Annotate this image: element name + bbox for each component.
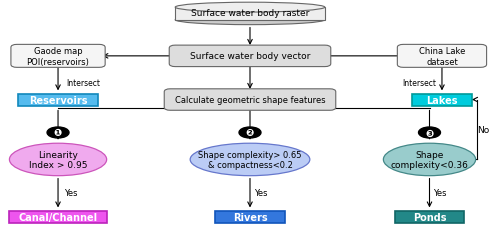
- Text: ❷: ❷: [246, 128, 254, 138]
- Circle shape: [239, 128, 261, 138]
- Text: Surface water body raster: Surface water body raster: [191, 9, 309, 18]
- FancyBboxPatch shape: [412, 94, 472, 106]
- FancyBboxPatch shape: [215, 211, 285, 223]
- FancyBboxPatch shape: [11, 45, 105, 68]
- Text: Rivers: Rivers: [232, 212, 268, 222]
- Ellipse shape: [190, 144, 310, 176]
- FancyBboxPatch shape: [164, 90, 336, 111]
- Text: No: No: [477, 126, 490, 134]
- Text: Yes: Yes: [64, 188, 77, 197]
- Ellipse shape: [175, 3, 325, 13]
- Text: Calculate geometric shape features: Calculate geometric shape features: [174, 96, 326, 104]
- Text: Shape
complexity<0.36: Shape complexity<0.36: [390, 150, 468, 170]
- Ellipse shape: [175, 16, 325, 26]
- Text: Intersect: Intersect: [66, 78, 100, 88]
- Text: ❶: ❶: [54, 128, 62, 138]
- Circle shape: [47, 128, 69, 138]
- Text: Reservoirs: Reservoirs: [29, 95, 88, 105]
- Text: Surface water body vector: Surface water body vector: [190, 52, 310, 61]
- FancyBboxPatch shape: [169, 46, 331, 67]
- FancyBboxPatch shape: [10, 211, 106, 223]
- FancyBboxPatch shape: [398, 45, 486, 68]
- Ellipse shape: [384, 144, 476, 176]
- Text: Intersect: Intersect: [402, 78, 436, 88]
- Text: Linearity
Index > 0.95: Linearity Index > 0.95: [29, 150, 88, 170]
- Text: Canal/Channel: Canal/Channel: [18, 212, 98, 222]
- Text: Lakes: Lakes: [426, 95, 458, 105]
- Text: Gaode map
POI(reservoirs): Gaode map POI(reservoirs): [26, 47, 90, 66]
- Text: Shape complexity> 0.65
& compactness<0.2: Shape complexity> 0.65 & compactness<0.2: [198, 150, 302, 170]
- Text: China Lake
dataset: China Lake dataset: [419, 47, 465, 66]
- Ellipse shape: [10, 144, 106, 176]
- FancyBboxPatch shape: [394, 211, 464, 223]
- FancyBboxPatch shape: [18, 94, 98, 106]
- Text: Yes: Yes: [254, 188, 268, 197]
- Circle shape: [418, 128, 440, 138]
- Text: ❸: ❸: [426, 128, 434, 138]
- Text: Yes: Yes: [432, 188, 446, 197]
- Polygon shape: [175, 8, 325, 21]
- Text: Ponds: Ponds: [413, 212, 446, 222]
